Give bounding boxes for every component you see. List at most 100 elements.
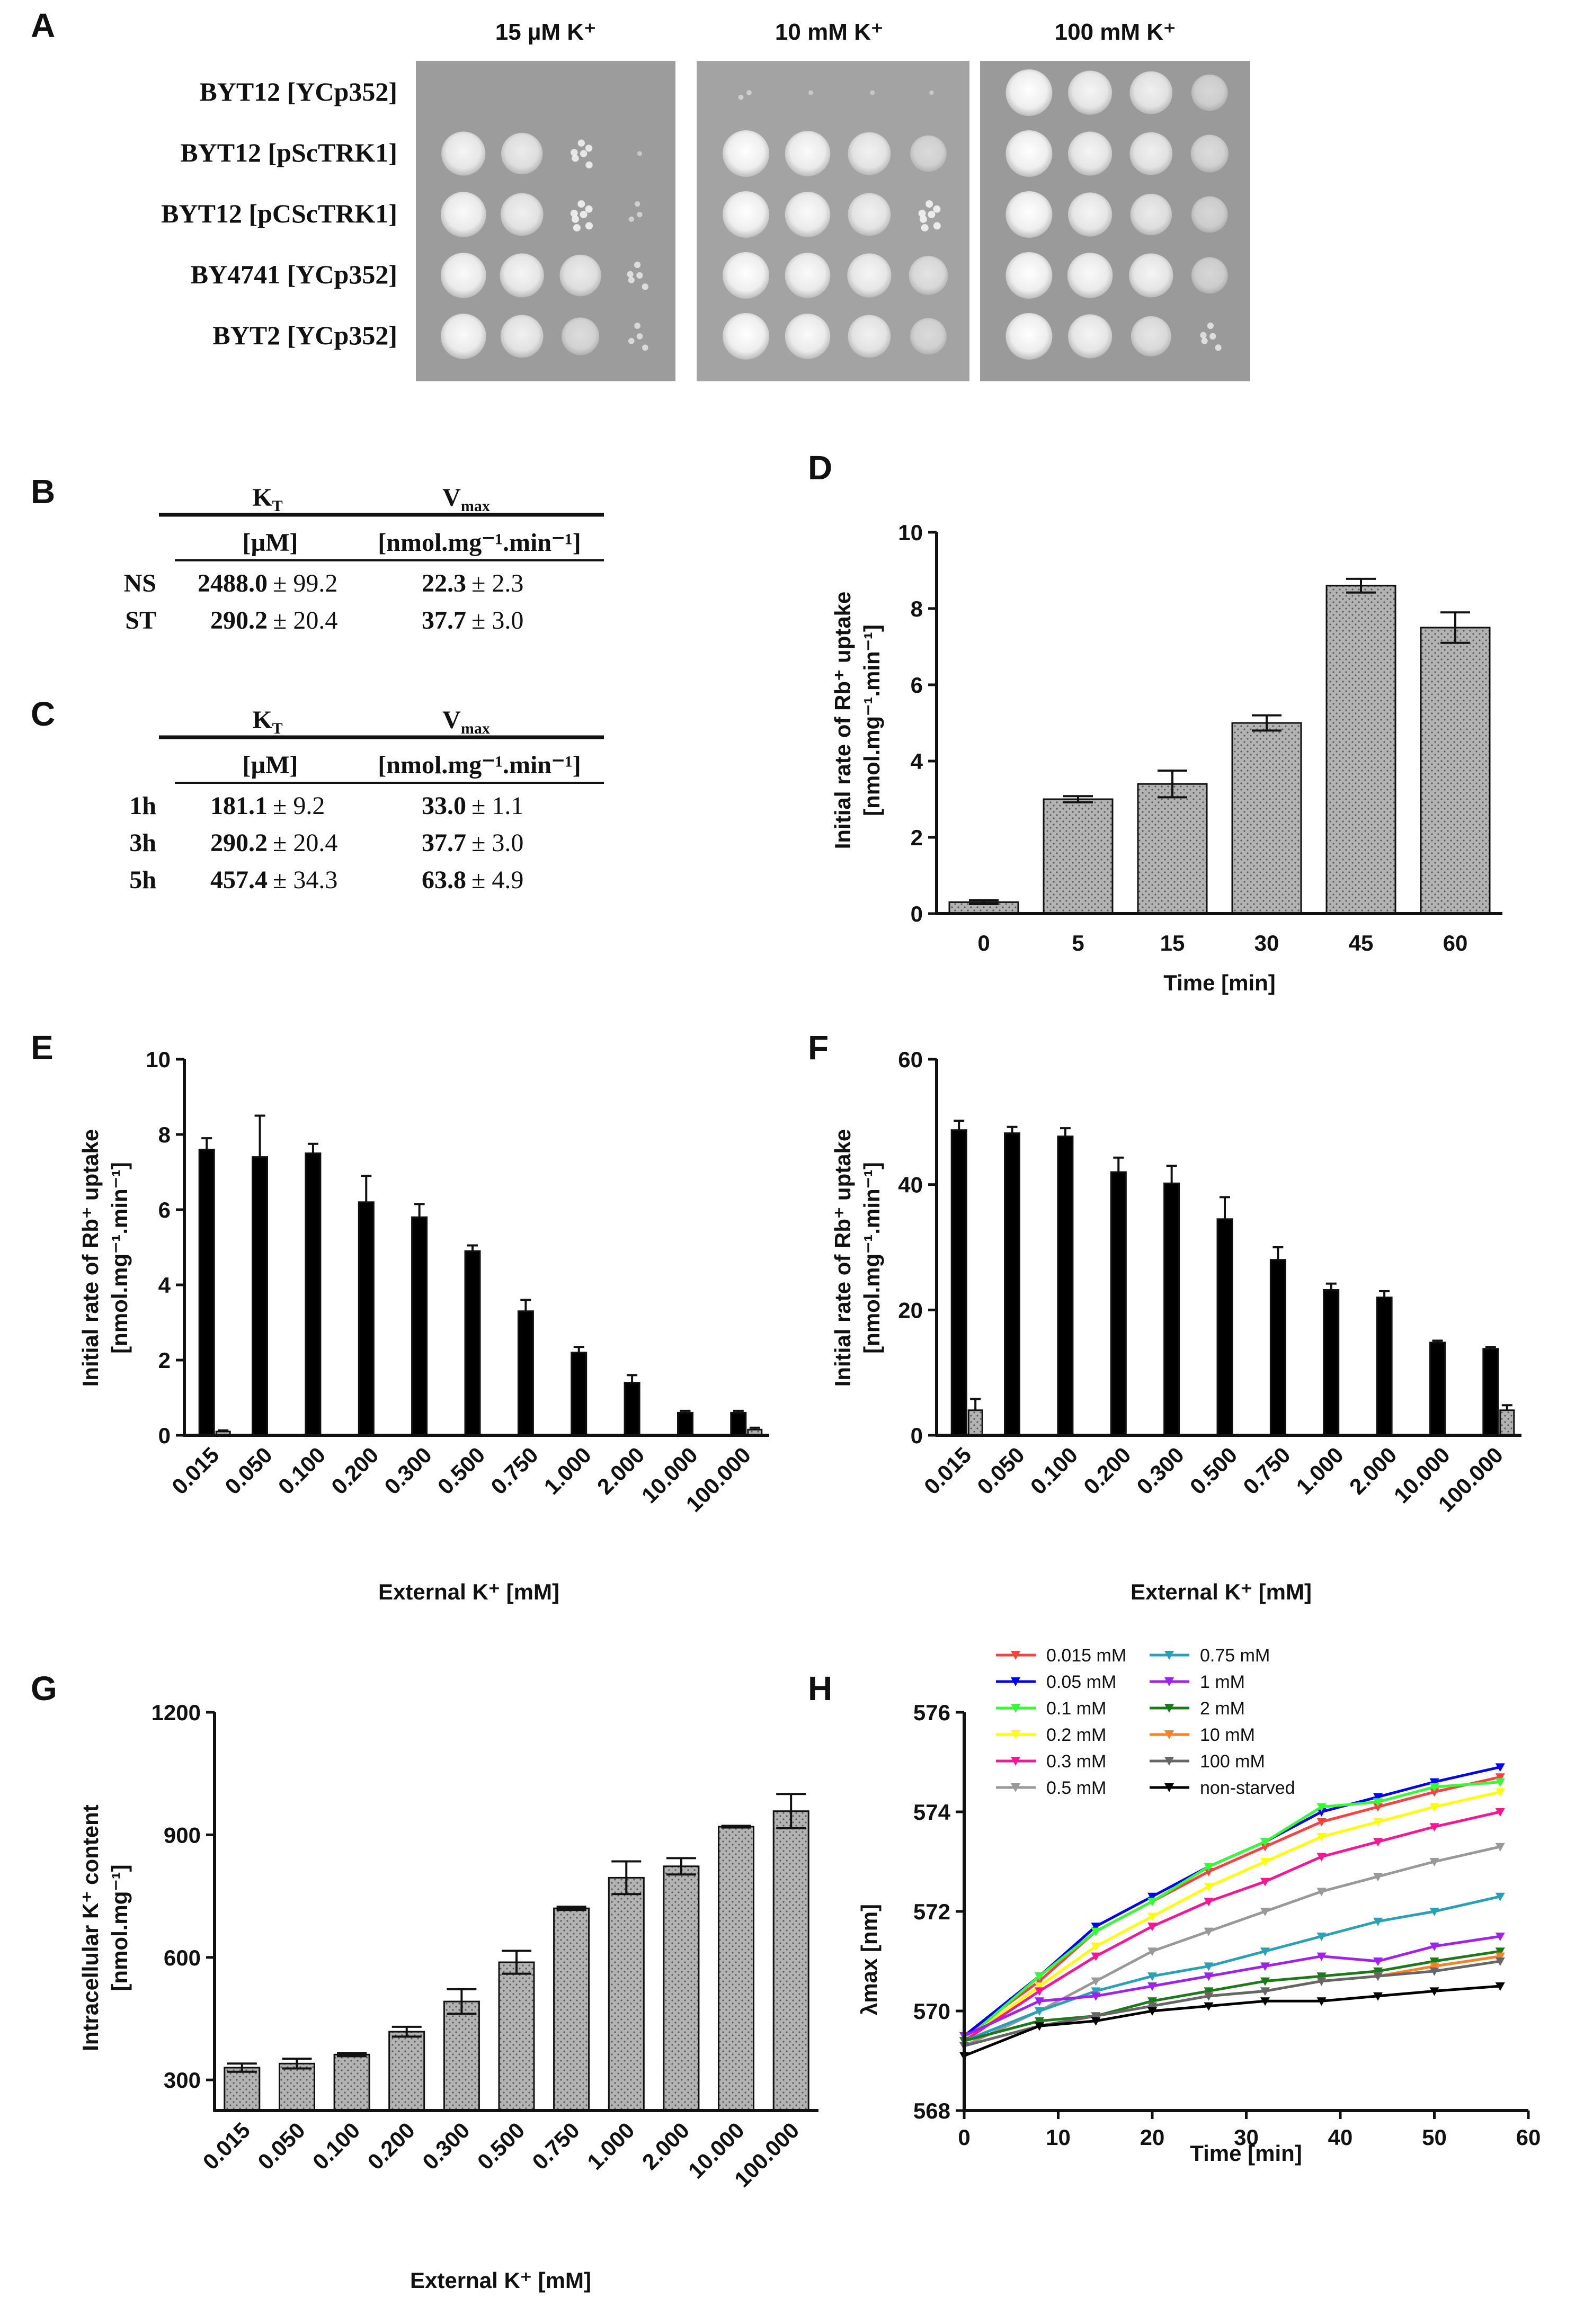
legend-label: 0.05 mM xyxy=(1046,1672,1116,1692)
legend-label: 0.3 mM xyxy=(1046,1751,1106,1772)
bar-starved xyxy=(1004,1132,1020,1436)
chart-h-ylabel: λmax [nm] xyxy=(857,1904,882,2015)
x-tick-label: 0 xyxy=(977,931,990,955)
data-point xyxy=(1429,1962,1439,1971)
bar-starved xyxy=(677,1411,693,1436)
colony-dot xyxy=(585,145,593,152)
bar-value xyxy=(663,1865,700,2112)
strain-label-3: BYT12 [pCScTRK1] xyxy=(161,199,397,228)
data-point xyxy=(1373,1873,1383,1882)
x-tick-label: 20 xyxy=(1140,2125,1165,2150)
bar-starved xyxy=(1216,1218,1233,1436)
table-b-rows: NS 2488.0 ± 99.2 22.3 ± 2.3 ST 290.2 ± 20.4 37.7… xyxy=(124,569,524,634)
data-point xyxy=(1035,1982,1044,1991)
colony-dot xyxy=(570,209,578,217)
data-point xyxy=(1429,1823,1439,1832)
series-line-4 xyxy=(963,1810,1501,2042)
legend-swatch-marker xyxy=(1164,1651,1174,1660)
table-row-label: 3h xyxy=(129,829,156,857)
strain-label-4: BY4741 [YCp352] xyxy=(191,260,397,289)
colony-dot xyxy=(642,344,648,351)
bar-value xyxy=(1325,585,1396,915)
data-point xyxy=(1204,1898,1214,1907)
x-tick-label: 5 xyxy=(1072,931,1084,955)
colony-spot xyxy=(910,135,947,172)
y-tick-label: 0 xyxy=(911,901,923,926)
y-tick-label: 300 xyxy=(164,2068,201,2093)
legend-label: non-starved xyxy=(1200,1778,1295,1798)
bar-starved xyxy=(252,1156,268,1436)
table-cell-vmax-error: ± 4.9 xyxy=(471,866,523,894)
data-point xyxy=(1316,1833,1327,1842)
colony-dot xyxy=(926,200,933,208)
series-line-10 xyxy=(964,1960,1501,2048)
data-point xyxy=(1260,1977,1270,1986)
colony-dot xyxy=(636,333,643,339)
data-point xyxy=(1204,1927,1214,1936)
colony-dot xyxy=(1201,337,1208,344)
data-point xyxy=(1091,1977,1101,1986)
bar-value xyxy=(1420,627,1491,915)
y-tick-label: 570 xyxy=(913,1999,950,2024)
data-point xyxy=(1373,1992,1383,2001)
y-tick-label: 6 xyxy=(158,1197,171,1222)
bar-non-starved xyxy=(1499,1409,1515,1436)
colony-dot xyxy=(746,90,752,95)
table-c-unit-vmax: [nmol.mg⁻¹.min⁻¹] xyxy=(378,751,581,779)
colony-spot xyxy=(1068,192,1113,237)
legend-label: 0.015 mM xyxy=(1046,1646,1126,1666)
colony-spot xyxy=(500,253,544,298)
table-cell-vmax-error: ± 3.0 xyxy=(471,606,523,634)
data-point xyxy=(1495,1947,1505,1956)
table-cell-kt-error: ± 20.4 xyxy=(273,829,337,857)
table-b-vmax-symbol: V xyxy=(442,484,461,512)
colony-spot xyxy=(441,131,486,176)
data-point xyxy=(1495,1957,1505,1966)
bar-starved xyxy=(517,1310,534,1436)
table-cell-kt-error: ± 9.2 xyxy=(273,792,325,820)
table-c-vmax-sub: max xyxy=(461,720,490,737)
bar-value xyxy=(772,1810,809,2112)
table-row-label: NS xyxy=(124,569,156,597)
bar-starved xyxy=(1110,1171,1127,1436)
bar-starved xyxy=(464,1250,481,1436)
colony-dot xyxy=(585,205,593,213)
series-line-11 xyxy=(964,1985,1500,2057)
colony-spot xyxy=(847,253,892,298)
table-c-vmax-symbol: V xyxy=(442,706,461,734)
condition-label-3: 100 mM K⁺ xyxy=(1055,19,1176,45)
y-tick-label: 0 xyxy=(158,1423,171,1448)
panel-letter-h: H xyxy=(808,1669,832,1708)
colony-spot xyxy=(723,191,770,238)
x-tick-label: 0.200 xyxy=(1079,1442,1136,1499)
colony-dot xyxy=(572,155,579,162)
y-tick-label: 6 xyxy=(911,673,923,698)
colony-spot xyxy=(501,132,543,175)
colony-dot xyxy=(918,209,926,217)
chart-e-xlabel: External K⁺ [mM] xyxy=(378,1579,559,1604)
bar-starved xyxy=(730,1411,747,1436)
data-point xyxy=(1204,1972,1214,1981)
data-point xyxy=(1035,2017,1044,2026)
data-point xyxy=(1495,1843,1505,1852)
chart-f-ylabel-1: Initial rate of Rb⁺ uptake xyxy=(830,1129,855,1387)
bar-starved xyxy=(198,1148,215,1436)
data-point xyxy=(1260,1997,1270,2006)
data-point xyxy=(1260,1947,1270,1956)
x-tick-label: 10 xyxy=(1046,2125,1071,2150)
chart-d: Initial rate of Rb⁺ uptake [nmol.mg⁻¹.mi… xyxy=(830,520,1502,995)
colony-spot xyxy=(1068,70,1113,115)
series-line-1 xyxy=(963,1765,1501,2037)
condition-label-2: 10 mM K⁺ xyxy=(775,19,883,45)
table-c-rows: 1h 181.1 ± 9.2 33.0 ± 1.13h 290.2 ± 20.4 37.7 ± … xyxy=(129,792,523,894)
table-c-kt-symbol: K xyxy=(252,706,272,734)
colony-spot xyxy=(910,318,947,355)
y-tick-label: 600 xyxy=(164,1945,201,1970)
legend-label: 0.2 mM xyxy=(1046,1725,1106,1745)
table-row-label: 5h xyxy=(129,866,156,894)
colony-dot xyxy=(808,90,813,95)
data-point xyxy=(1147,2002,1157,2011)
table-row-label: ST xyxy=(125,606,156,634)
data-point xyxy=(1429,1788,1439,1797)
data-point xyxy=(1373,1917,1383,1926)
